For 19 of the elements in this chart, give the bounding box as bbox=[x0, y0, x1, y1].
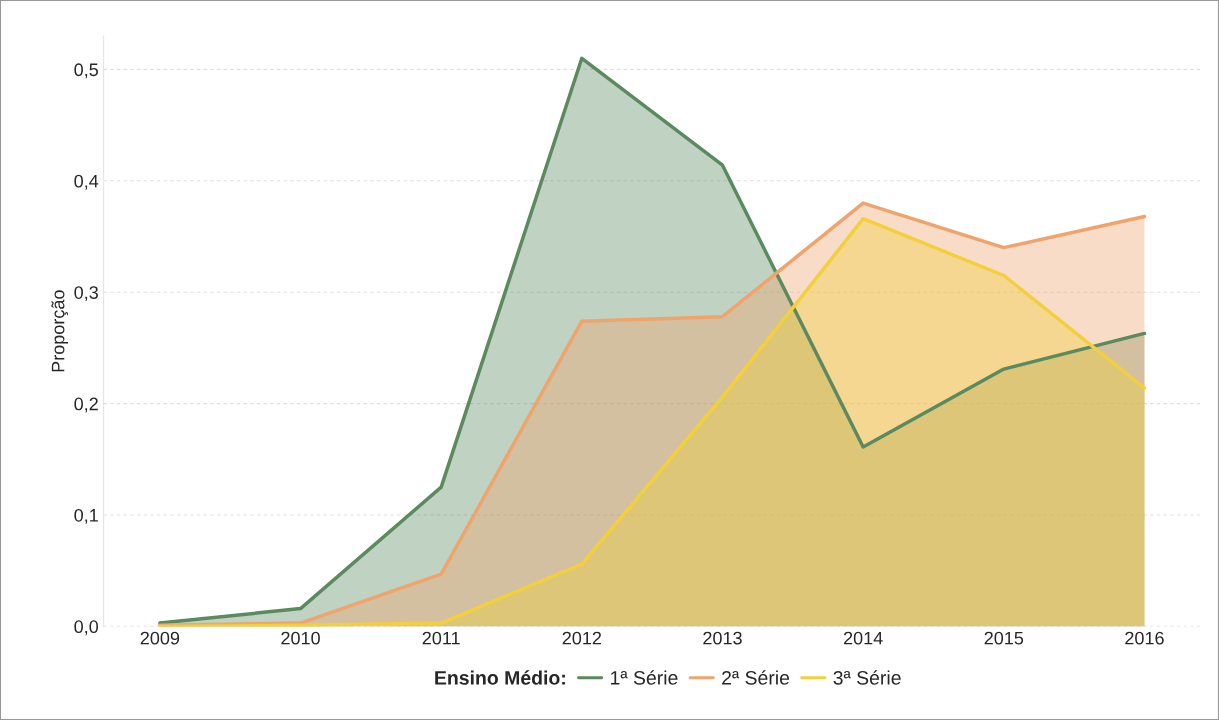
legend-label: 2ª Série bbox=[722, 670, 790, 685]
x-tick-label: 2013 bbox=[703, 631, 742, 645]
y-axis-title: Proporção bbox=[51, 290, 69, 372]
x-tick-label: 2010 bbox=[281, 631, 320, 645]
x-tick-label: 2015 bbox=[984, 631, 1024, 645]
y-tick-label: 0,5 bbox=[74, 63, 98, 79]
x-tick-label: 2014 bbox=[843, 631, 883, 645]
x-tick-label: 2009 bbox=[140, 631, 180, 645]
x-tick-label: 2012 bbox=[562, 631, 602, 645]
x-tick-label: 2011 bbox=[422, 631, 460, 645]
y-tick-label: 0,2 bbox=[74, 397, 98, 413]
legend-label: 3ª Série bbox=[833, 670, 901, 685]
y-tick-label: 0,3 bbox=[74, 286, 98, 302]
y-tick-label: 0,0 bbox=[74, 620, 99, 636]
y-tick-label: 0,1 bbox=[74, 508, 98, 524]
x-tick-label: 2016 bbox=[1125, 631, 1164, 645]
legend-title: Ensino Médio: bbox=[435, 670, 565, 685]
y-tick-label: 0,4 bbox=[74, 174, 99, 190]
legend-label: 1ª Série bbox=[611, 670, 678, 685]
